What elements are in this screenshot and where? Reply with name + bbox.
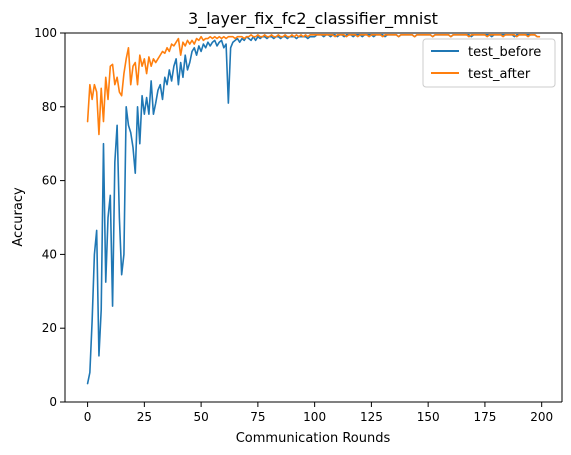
y-tick-label-40: 40	[42, 247, 57, 261]
plot-area	[64, 32, 563, 403]
x-tick-label-200: 200	[530, 410, 553, 424]
y-tick-label-100: 100	[34, 26, 57, 40]
plot-border	[64, 32, 563, 403]
y-axis: 0 20 40 60 80 100	[34, 26, 65, 409]
x-tick-label-75: 75	[250, 410, 265, 424]
x-axis-label: Communication Rounds	[236, 431, 391, 446]
y-tick-label-20: 20	[42, 321, 57, 335]
legend-label-test-after: test_after	[468, 67, 531, 82]
x-tick-label-175: 175	[473, 410, 496, 424]
y-tick-label-60: 60	[42, 174, 57, 188]
legend: test_before test_after	[422, 38, 556, 88]
x-tick-label-125: 125	[360, 410, 383, 424]
series-line-test-after	[86, 34, 541, 136]
legend-label-test-before: test_before	[468, 45, 541, 60]
x-tick-label-100: 100	[303, 410, 326, 424]
x-tick-label-150: 150	[417, 410, 440, 424]
x-tick-label-0: 0	[84, 410, 92, 424]
chart-title: 3_layer_fix_fc2_classifier_mnist	[188, 9, 438, 29]
x-tick-label-50: 50	[193, 410, 208, 424]
y-axis-label: Accuracy	[11, 187, 26, 247]
x-tick-label-25: 25	[137, 410, 152, 424]
x-axis: 0 25 50 75 100 125 150 175 200	[84, 402, 553, 424]
series-layer	[86, 34, 541, 385]
y-tick-label-80: 80	[42, 100, 57, 114]
y-tick-label-0: 0	[49, 395, 57, 409]
plot-frame	[65, 33, 562, 402]
